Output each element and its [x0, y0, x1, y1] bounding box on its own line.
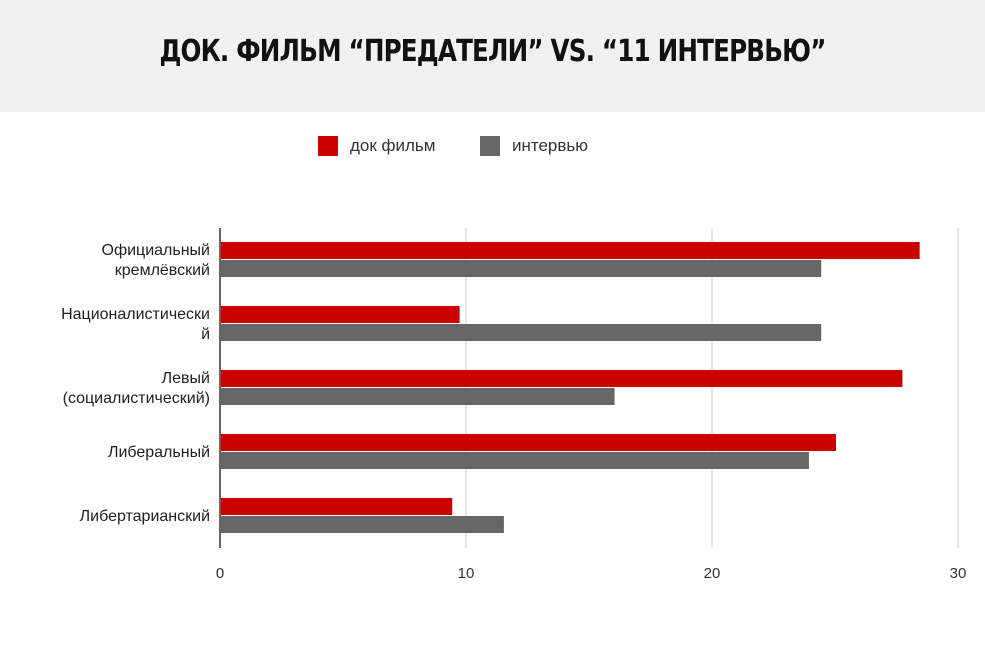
chart-title: ДОК. ФИЛЬМ “ПРЕДАТЕЛИ” VS. “11 ИНТЕРВЬЮ”: [159, 34, 826, 69]
legend-item-interview: интервью: [480, 134, 588, 158]
bar-2-interview: [221, 388, 615, 405]
x-tick-label-20: 20: [704, 565, 721, 582]
bar-3-doc-film: [221, 434, 836, 451]
category-label-2-line-1: (социалистический): [63, 390, 210, 407]
category-label-4-line-0: Либертарианский: [80, 508, 210, 525]
legend-label-interview: интервью: [512, 136, 589, 155]
category-label-1-line-0: Националистически: [61, 306, 210, 323]
x-tick-label-0: 0: [216, 565, 224, 582]
bar-3-interview: [221, 452, 809, 469]
bar-4-doc-film: [221, 498, 453, 515]
legend-swatch-doc-film: [318, 136, 338, 156]
category-label-0-line-0: Официальный: [102, 242, 211, 259]
legend-item-doc-film: док фильм: [318, 134, 435, 158]
bar-0-interview: [221, 260, 822, 277]
x-tick-label-10: 10: [458, 565, 475, 582]
x-tick-label-30: 30: [950, 565, 967, 582]
bar-0-doc-film: [221, 242, 920, 259]
category-label-2-line-0: Левый: [162, 370, 210, 387]
bar-4-interview: [221, 516, 504, 533]
legend-label-doc-film: док фильм: [350, 136, 436, 155]
category-label-0-line-1: кремлёвский: [115, 262, 210, 279]
bar-2-doc-film: [221, 370, 903, 387]
category-label-1-line-1: й: [201, 326, 210, 343]
chart-header: ДОК. ФИЛЬМ “ПРЕДАТЕЛИ” VS. “11 ИНТЕРВЬЮ”: [0, 0, 985, 112]
legend-swatch-interview: [480, 136, 500, 156]
chart-legend: док фильм интервью: [0, 134, 985, 158]
category-label-3-line-0: Либеральный: [108, 444, 210, 461]
bar-1-doc-film: [221, 306, 460, 323]
bar-1-interview: [221, 324, 822, 341]
